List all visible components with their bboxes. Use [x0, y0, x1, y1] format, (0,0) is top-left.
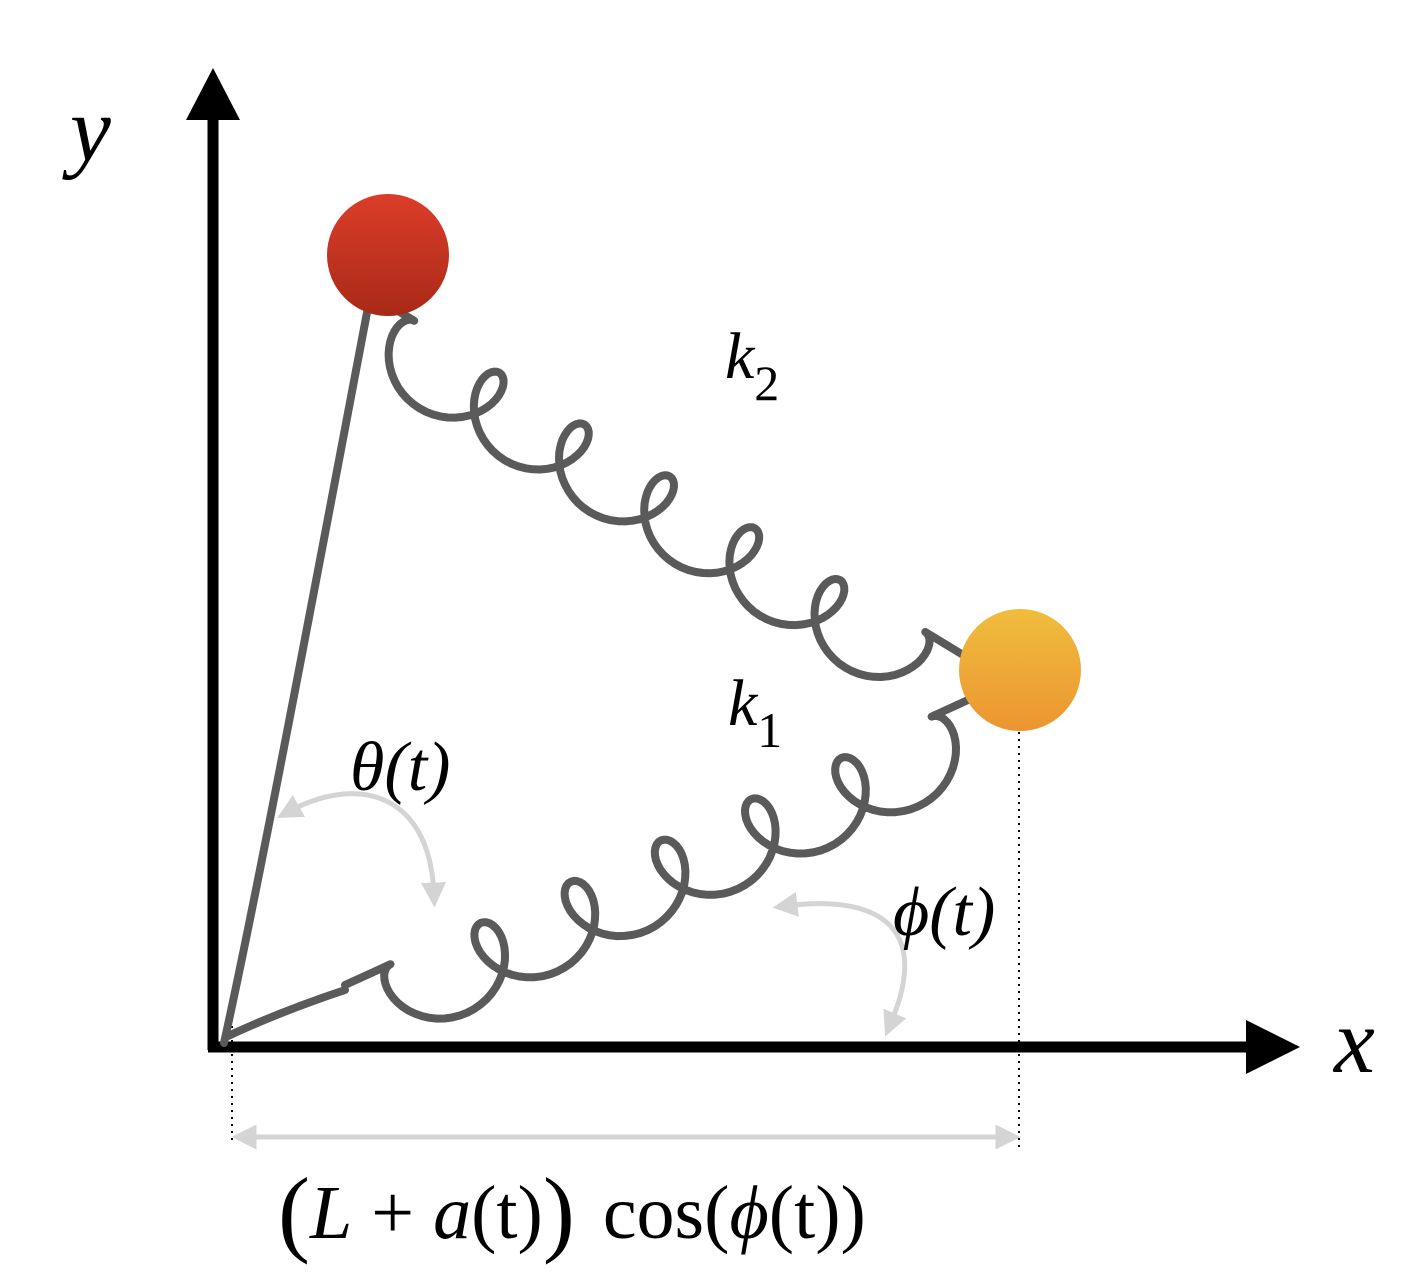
y-axis-arrowhead — [186, 68, 240, 120]
x-axis-label: x — [1332, 990, 1375, 1092]
theta-annotation: θ(t) — [277, 729, 450, 908]
theta-arrow — [277, 791, 447, 908]
spring-k1-base-segment — [222, 986, 349, 1041]
theta-label: θ(t) — [350, 729, 450, 806]
x-axis-arrowhead — [1246, 1020, 1300, 1074]
upper-mass — [327, 194, 449, 316]
phi-annotation: ϕ(t) — [772, 874, 995, 1037]
axes: y x — [62, 68, 1375, 1092]
projection-formula: (L + a(t)) cos(ϕ(t)) — [278, 1158, 866, 1265]
phi-label: ϕ(t) — [893, 874, 995, 951]
spring-k2-label: k2 — [725, 320, 779, 411]
lower-mass — [959, 609, 1081, 731]
y-axis-label: y — [62, 78, 111, 180]
spring-k1-label: k1 — [728, 667, 782, 758]
phi-arrow — [772, 892, 908, 1037]
rigid-rod — [220, 298, 373, 1047]
spring-k2 — [376, 296, 972, 681]
projection-dimension: (L + a(t)) cos(ϕ(t)) — [231, 1124, 1021, 1265]
spring-k1 — [341, 696, 972, 1023]
springs — [222, 296, 972, 1041]
